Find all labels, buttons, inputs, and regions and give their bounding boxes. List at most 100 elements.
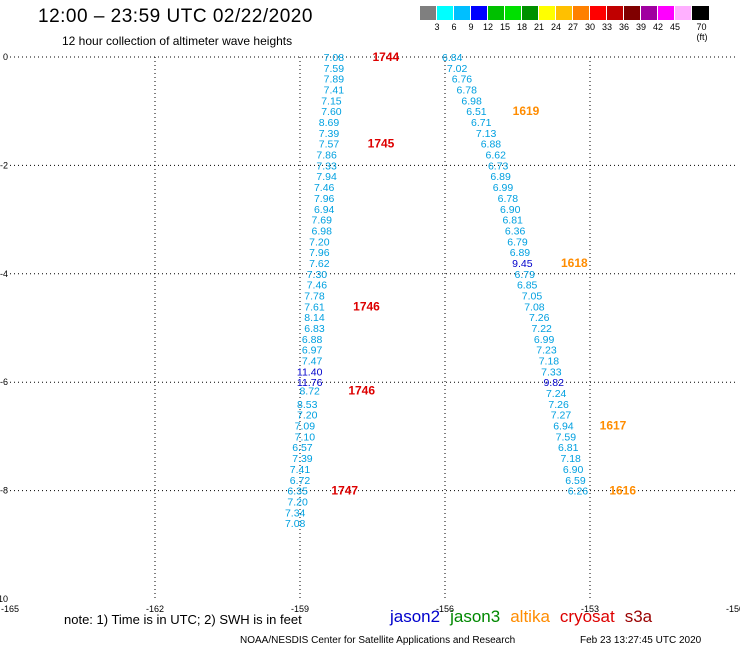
wave-height-label: 6.71 (471, 117, 492, 129)
color-scale-label: 12 (482, 22, 494, 32)
wave-height-label: 7.59 (324, 63, 345, 75)
time-label: 1746 (353, 299, 380, 313)
wave-height-label: 7.20 (297, 410, 318, 422)
wave-height-label: 6.99 (534, 334, 555, 346)
color-swatch (624, 6, 641, 20)
color-swatch (471, 6, 488, 20)
wave-height-label: 7.20 (309, 236, 330, 248)
y-tick-label: -4 (0, 269, 8, 279)
wave-height-label: 7.02 (447, 63, 468, 75)
time-label: 1616 (609, 484, 636, 498)
wave-height-label: 7.23 (536, 345, 557, 357)
wave-height-label: 7.41 (324, 85, 345, 97)
y-tick-label: -6 (0, 377, 8, 387)
wave-height-label: 7.61 (304, 301, 325, 313)
time-label: 1747 (331, 484, 358, 498)
wave-height-label: 6.88 (481, 139, 502, 151)
page-title: 12:00 – 23:59 UTC 02/22/2020 (38, 6, 313, 27)
wave-height-label: 7.08 (324, 52, 345, 64)
wave-height-label: 7.39 (319, 128, 340, 140)
wave-height-label: 6.78 (457, 85, 478, 97)
credit-text: NOAA/NESDIS Center for Satellite Applica… (240, 635, 516, 646)
wave-height-label: 7.89 (324, 74, 345, 86)
data-marks: 7.087.597.897.417.157.608.697.397.577.86… (285, 50, 636, 530)
wave-height-label: 7.08 (524, 301, 545, 313)
satellite-altika: altika (510, 607, 550, 626)
satellite-s3a: s3a (624, 607, 653, 626)
wave-height-label: 7.27 (551, 410, 572, 422)
wave-height-label: 7.69 (312, 215, 333, 227)
color-swatch (539, 6, 556, 20)
y-tick-label: -2 (0, 160, 8, 170)
color-scale-label: 42 (652, 22, 664, 32)
wave-height-label: 7.86 (316, 150, 337, 162)
wave-height-label: 6.73 (488, 160, 509, 172)
color-swatch (420, 6, 437, 20)
time-label: 1618 (561, 256, 588, 270)
wave-height-label: 6.98 (461, 95, 482, 107)
color-scale-swatches (420, 6, 709, 20)
wave-height-label: 7.26 (548, 399, 569, 411)
color-scale-label: 21 (533, 22, 545, 32)
wave-height-label: 7.94 (316, 171, 337, 183)
wave-height-label: 7.41 (290, 464, 311, 476)
wave-height-label: 6.78 (498, 193, 519, 205)
created-timestamp: Feb 23 13:27:45 UTC 2020 (580, 635, 702, 646)
wave-height-label: 7.22 (531, 323, 552, 335)
wave-height-label: 8.69 (319, 117, 340, 129)
color-swatch (556, 6, 573, 20)
wave-height-label: 7.57 (319, 139, 340, 151)
color-scale-label: 18 (516, 22, 528, 32)
wave-height-label: 7.10 (295, 431, 316, 443)
wave-height-label: 6.26 (568, 486, 589, 498)
wave-height-label: 6.90 (500, 204, 521, 216)
y-tick-label: -10 (0, 594, 8, 604)
wave-height-label: 7.18 (560, 453, 581, 465)
color-swatch (454, 6, 471, 20)
wave-height-label: 11.76 (297, 377, 323, 389)
y-tick-label: -8 (0, 486, 8, 496)
satellite-jason2: jason2 (390, 607, 441, 626)
color-swatch (505, 6, 522, 20)
wave-height-label: 7.30 (307, 269, 328, 281)
wave-height-label: 9.45 (512, 258, 533, 270)
color-scale-label: 24 (550, 22, 562, 32)
wave-height-label: 6.84 (442, 52, 463, 64)
color-scale-label: 3 (434, 22, 440, 32)
wave-height-label: 7.96 (309, 247, 330, 259)
color-swatch (488, 6, 505, 20)
color-scale-label: 45 (669, 22, 681, 32)
chart-grid (10, 56, 735, 599)
wave-height-label: 7.13 (476, 128, 497, 140)
time-label: 1746 (348, 383, 375, 397)
wave-height-label: 7.24 (546, 388, 567, 400)
wave-height-label: 7.96 (314, 193, 335, 205)
color-swatch (675, 6, 692, 20)
wave-height-label: 6.85 (517, 280, 538, 292)
color-scale-label: 33 (601, 22, 613, 32)
time-label: 1745 (368, 137, 395, 151)
wave-height-label: 6.79 (507, 236, 528, 248)
wave-height-label: 6.57 (292, 442, 313, 454)
wave-height-label: 6.83 (304, 323, 325, 335)
color-swatch (437, 6, 454, 20)
wave-height-label: 11.40 (297, 366, 323, 378)
color-swatch (522, 6, 539, 20)
wave-height-label: 6.94 (553, 421, 574, 433)
wave-height-label: 6.62 (486, 150, 507, 162)
wave-height-label: 6.36 (505, 225, 526, 237)
wave-height-label: 6.98 (312, 225, 333, 237)
color-swatch (607, 6, 624, 20)
wave-height-label: 7.15 (321, 95, 342, 107)
wave-height-label: 6.90 (563, 464, 584, 476)
wave-height-label: 7.62 (309, 258, 330, 270)
wave-height-label: 7.78 (304, 290, 325, 302)
wave-height-label: 7.46 (307, 280, 328, 292)
wave-height-label: 6.97 (302, 345, 323, 357)
wave-height-label: 8.14 (304, 312, 325, 324)
wave-height-label: 6.79 (515, 269, 536, 281)
wave-height-label: 6.89 (490, 171, 511, 183)
wave-height-label: 7.46 (314, 182, 335, 194)
wave-height-label: 7.34 (285, 507, 306, 519)
